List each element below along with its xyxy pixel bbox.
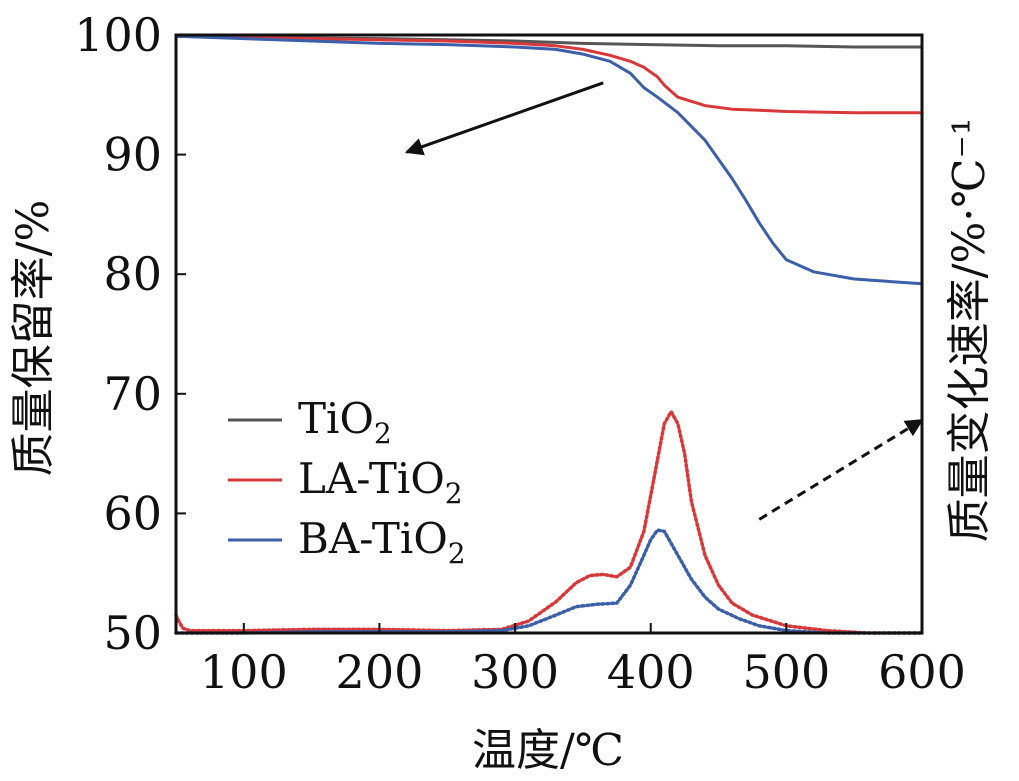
series-mass-ba-tio2 bbox=[174, 34, 924, 286]
annotation-arrow-solid bbox=[404, 81, 604, 156]
annotation-layer bbox=[404, 81, 924, 521]
tick-layer: 100 200 300 400 500 600 50 60 70 80 90 100 bbox=[74, 8, 966, 699]
y-tick-label-70: 70 bbox=[103, 367, 162, 421]
legend-label-ba-tio2: BA-TiO2 bbox=[298, 514, 466, 570]
series-rate-la-tio2 bbox=[174, 409, 924, 635]
annotation-arrow-dashed bbox=[758, 418, 924, 521]
y-tick-label-50: 50 bbox=[103, 606, 162, 660]
legend: TiO2 LA-TiO2 BA-TiO2 bbox=[228, 394, 466, 570]
x-tick-label-500: 500 bbox=[742, 645, 830, 699]
x-tick-label-600: 600 bbox=[878, 645, 966, 699]
legend-label-la-tio2: LA-TiO2 bbox=[298, 454, 463, 510]
series-layer bbox=[174, 34, 924, 635]
series-rate-ba-tio2 bbox=[174, 528, 924, 635]
x-tick-label-300: 300 bbox=[471, 645, 559, 699]
y-tick-label-90: 90 bbox=[103, 128, 162, 182]
y-axis-label-right: 质量变化速率/%·℃⁻¹ bbox=[944, 118, 995, 543]
axes-layer bbox=[174, 33, 924, 635]
series-mass-la-tio2 bbox=[174, 34, 924, 115]
y-tick-label-100: 100 bbox=[74, 8, 162, 62]
y-tick-label-60: 60 bbox=[103, 486, 162, 540]
x-tick-label-400: 400 bbox=[607, 645, 695, 699]
y-axis-label-left: 质量保留率/% bbox=[8, 200, 59, 477]
x-tick-label-100: 100 bbox=[200, 645, 288, 699]
axes-frame bbox=[174, 33, 924, 635]
x-tick-label-200: 200 bbox=[336, 645, 424, 699]
legend-label-tio2: TiO2 bbox=[298, 394, 392, 450]
y-tick-label-80: 80 bbox=[103, 247, 162, 301]
x-axis-label: 温度/℃ bbox=[472, 725, 624, 776]
